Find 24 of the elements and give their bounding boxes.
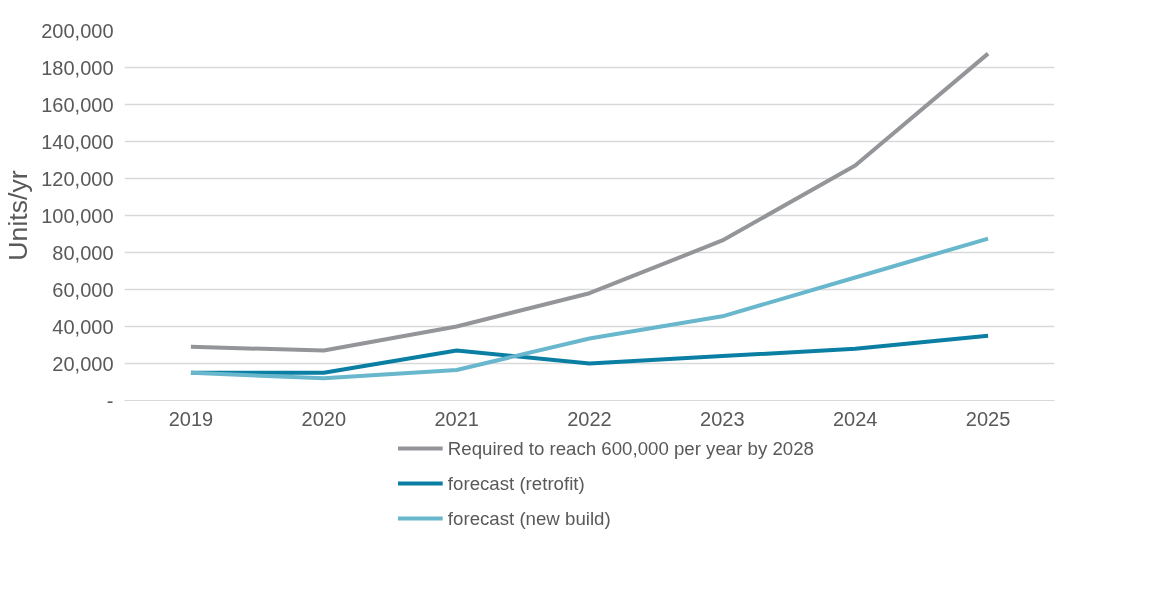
y-tick-label: 40,000 [52, 315, 114, 338]
legend-label: forecast (retrofit) [447, 473, 585, 494]
y-axis-title: Units/yr [3, 170, 34, 261]
x-tick-label: 2024 [832, 407, 878, 430]
legend-label: forecast (new build) [447, 508, 611, 529]
y-tick-label: 60,000 [52, 278, 114, 301]
line-series [188, 236, 991, 381]
y-tick-label: 20,000 [52, 352, 114, 375]
y-tick-label: 120,000 [41, 167, 114, 190]
x-tick-label: 2022 [567, 407, 612, 430]
x-tick-label: 2020 [301, 407, 347, 430]
x-tick-label: 2025 [965, 407, 1011, 430]
x-tick-label: 2021 [434, 407, 479, 430]
y-tick-label: 180,000 [41, 56, 114, 79]
y-tick-label: 160,000 [41, 93, 114, 116]
y-tick-label: 80,000 [52, 241, 114, 264]
line-series [188, 51, 991, 353]
x-tick-label: 2019 [168, 407, 214, 430]
y-tick-label: 200,000 [41, 19, 114, 42]
y-tick-label: 140,000 [41, 130, 114, 153]
legend-label: Required to reach 600,000 per year by 2028 [447, 438, 814, 459]
x-tick-label: 2023 [700, 407, 745, 430]
y-tick-label: 100,000 [41, 204, 114, 227]
y-tick-label: - [106, 389, 114, 412]
